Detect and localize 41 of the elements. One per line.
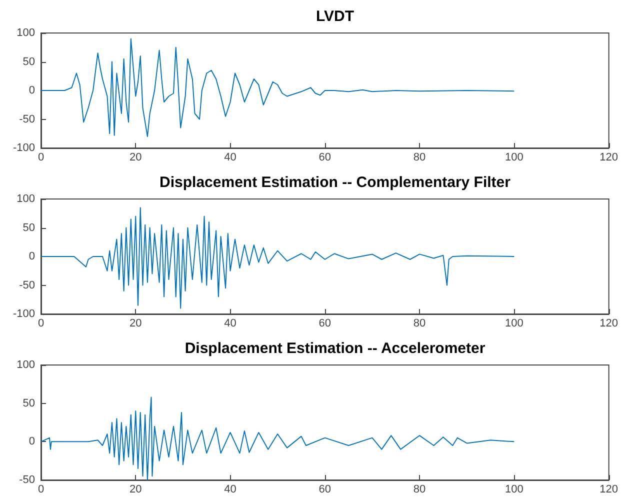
y-tick-label: -50 [19, 279, 35, 292]
line-series [40, 396, 515, 480]
x-tick-label: 20 [130, 484, 142, 496]
y-tick-label: -50 [19, 113, 35, 126]
x-tick-label: 120 [600, 484, 618, 496]
y-tick-label: 100 [16, 27, 35, 39]
y-tick-label: -100 [12, 142, 35, 154]
y-tick-label: 0 [28, 436, 35, 448]
y-tick-label: 50 [22, 397, 35, 410]
x-tick-label: 80 [413, 484, 426, 496]
y-tick-label: 50 [22, 222, 35, 234]
x-tick-label: 40 [224, 152, 236, 164]
x-tick-label: 20 [130, 152, 142, 164]
x-tick-label: 40 [224, 484, 236, 496]
x-tick-label: 60 [318, 484, 332, 496]
x-tick-label: 60 [318, 318, 332, 330]
x-tick-label: 20 [130, 318, 142, 330]
y-tick-label: 0 [28, 84, 35, 96]
x-tick-label: 100 [505, 152, 524, 164]
y-tick-label: 50 [22, 56, 35, 68]
y-tick-label: 100 [16, 359, 35, 371]
x-tick-label: 0 [38, 318, 44, 330]
chart-title: LVDT [316, 8, 354, 25]
x-tick-label: 80 [413, 318, 426, 330]
chart-title: Displacement Estimation -- Accelerometer [184, 340, 486, 357]
x-tick-label: 100 [505, 318, 524, 330]
x-tick-label: 100 [505, 484, 524, 496]
line-series [40, 207, 515, 309]
y-tick-label: 100 [16, 193, 35, 205]
y-tick-label: -50 [19, 474, 35, 486]
x-tick-label: 60 [318, 152, 332, 164]
y-tick-label: -100 [12, 308, 35, 320]
x-tick-label: 80 [413, 152, 426, 164]
y-tick-label: 0 [28, 250, 35, 262]
x-tick-label: 120 [600, 318, 618, 330]
line-series [40, 38, 515, 137]
x-tick-label: 0 [38, 484, 44, 496]
chart-title: Displacement Estimation -- Complementary Filter [160, 174, 511, 191]
x-tick-label: 0 [38, 152, 44, 164]
x-tick-label: 120 [600, 152, 618, 164]
x-tick-label: 40 [224, 318, 236, 330]
